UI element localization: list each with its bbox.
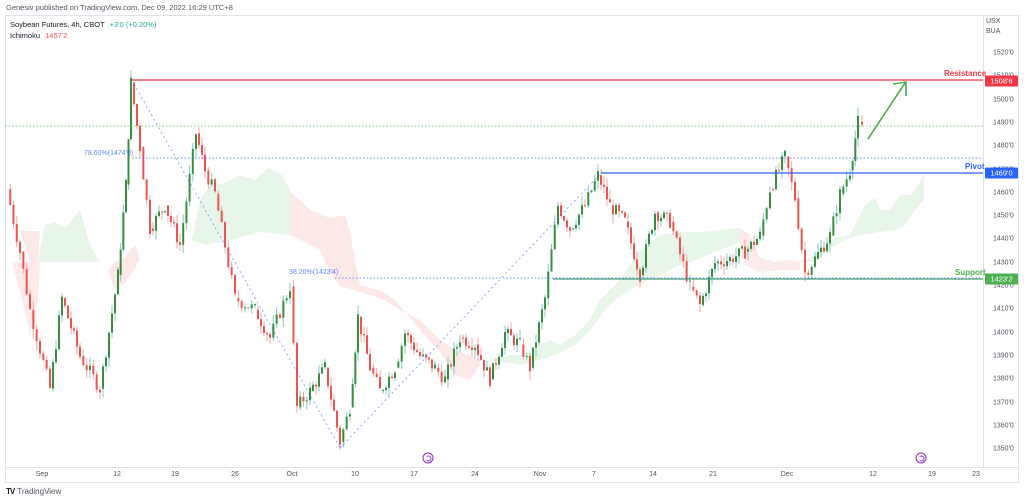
tv-logo-icon: TV [6,487,15,496]
time-axis-divider [5,467,1019,468]
price-tick: 1390'0 [993,352,1014,360]
support-price-tag: 1423'2 [985,273,1018,285]
fib-382-label: 38.20%(1423'4) [289,268,339,276]
price-tick: 1400'0 [993,329,1014,337]
candlestick-series [9,69,863,450]
price-tick: 1420'0 [993,282,1014,290]
fib-trend-line-up [339,171,603,449]
time-tick: Oct [286,471,298,478]
event-marker-icon[interactable] [422,452,434,464]
time-tick: 26 [231,471,239,478]
time-tick: 21 [709,471,717,478]
indicator-value: 1457'2 [45,31,68,40]
time-tick: 7 [592,471,596,478]
fib-trend-line-down [133,83,341,449]
time-tick: 24 [471,471,479,478]
price-tick: 1380'0 [993,375,1014,383]
currency-line-2: BUA [986,28,1001,35]
price-tick: 1450'0 [993,212,1014,220]
price-tick: 1370'0 [993,399,1014,406]
time-tick: 10 [351,471,359,478]
time-tick: 12 [113,471,121,478]
tradingview-logo[interactable]: TV TradingView [6,487,61,496]
price-tick: 1440'0 [993,235,1014,243]
price-tick: 1480'0 [993,142,1014,150]
price-tick: 1500'0 [993,96,1014,104]
symbol-title[interactable]: Soybean Futures, 4h, CBOT [10,20,105,29]
price-tick: 1410'0 [993,305,1014,313]
time-tick: 19 [928,471,936,478]
time-tick: 23 [972,471,980,478]
time-tick: 19 [171,471,179,478]
projection-arrow-icon [867,81,907,140]
time-tick: 14 [649,471,657,478]
fib-786-label: 78.60%(1474'0) [84,149,134,157]
publisher-caption: Genesiv published on TradingView.com, De… [6,3,233,12]
ichimoku-cloud [6,168,924,380]
price-tick: 1520'0 [993,49,1014,57]
price-tick: 1360'0 [993,422,1014,430]
time-tick: Dec [780,471,794,478]
tv-brand-text: TradingView [17,487,62,496]
price-tick: 1490'0 [993,119,1014,127]
pivot-price-tag: 1469'0 [985,167,1018,179]
indicator-name[interactable]: Ichimoku [10,31,41,40]
support-label: Support [955,268,986,277]
price-axis-divider [983,15,984,467]
time-tick: 17 [410,471,418,478]
price-tick: 1460'0 [993,189,1014,197]
pivot-label: Pivot [965,162,985,171]
event-marker-icon[interactable] [915,452,927,464]
currency-line-1: USX [986,18,1001,25]
time-tick: 12 [869,471,877,478]
price-axis-currency: USX BUA [986,17,1000,37]
time-tick: Nov [533,471,547,478]
price-change: +3'0 (+0.20%) [109,20,157,29]
resistance-label: Resistance [944,69,987,78]
chart-frame [5,15,1019,483]
resistance-price-tag: 1508'6 [985,75,1018,87]
chart-legend: Soybean Futures, 4h, CBOT +3'0 (+0.20%) … [10,19,156,41]
price-tick: 1430'0 [993,259,1014,267]
time-tick: Sep [35,471,49,478]
price-tick: 1350'0 [993,445,1014,453]
